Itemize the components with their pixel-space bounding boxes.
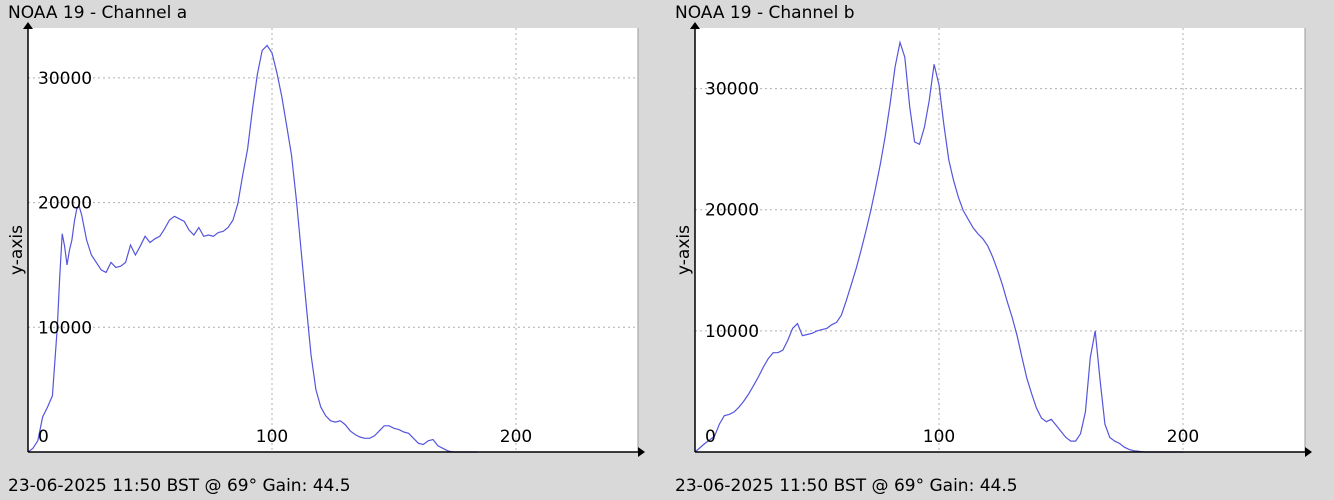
x-tick-label: 200	[500, 427, 532, 447]
chart-title: NOAA 19 - Channel b	[675, 3, 855, 23]
y-axis-title: y-axis	[7, 225, 27, 275]
line-chart-a: 10000 20000 30000 0 100 200 y-axis	[7, 22, 645, 457]
series-line	[27, 44, 477, 453]
x-tick-label: 0	[705, 427, 716, 447]
chart-title: NOAA 19 - Channel a	[8, 3, 188, 23]
x-tick-label: 100	[256, 427, 288, 447]
x-tick-label: 100	[923, 427, 955, 447]
x-axis-arrow-icon	[638, 447, 645, 457]
x-axis-arrow-icon	[1305, 447, 1312, 457]
chart-panel-b: NOAA 19 - Channel b 10000 20000 30000 0 100 2…	[667, 0, 1334, 500]
y-tick-label: 20000	[38, 194, 92, 214]
line-chart-b: 10000 20000 30000 0 100 200 y-axis	[674, 22, 1312, 457]
y-tick-label: 20000	[705, 201, 759, 221]
x-tick-label: 0	[38, 427, 49, 447]
y-axis-arrow-icon	[23, 22, 33, 29]
y-tick-label: 10000	[705, 322, 759, 342]
series-line	[694, 40, 1183, 453]
chart-panel-a: NOAA 19 - Channel a 10000 20000 30000 0 100 2…	[7, 3, 645, 496]
chart-footer: 23-06-2025 11:50 BST @ 69° Gain: 44.5	[675, 476, 1018, 496]
x-tick-label: 200	[1167, 427, 1199, 447]
y-axis-arrow-icon	[690, 22, 700, 29]
y-tick-label: 30000	[705, 80, 759, 100]
plot-area	[28, 28, 638, 452]
plot-area	[695, 28, 1305, 452]
y-tick-label: 10000	[38, 318, 92, 338]
y-tick-label: 30000	[38, 69, 92, 89]
chart-footer: 23-06-2025 11:50 BST @ 69° Gain: 44.5	[8, 476, 351, 496]
y-axis-title: y-axis	[674, 225, 694, 275]
